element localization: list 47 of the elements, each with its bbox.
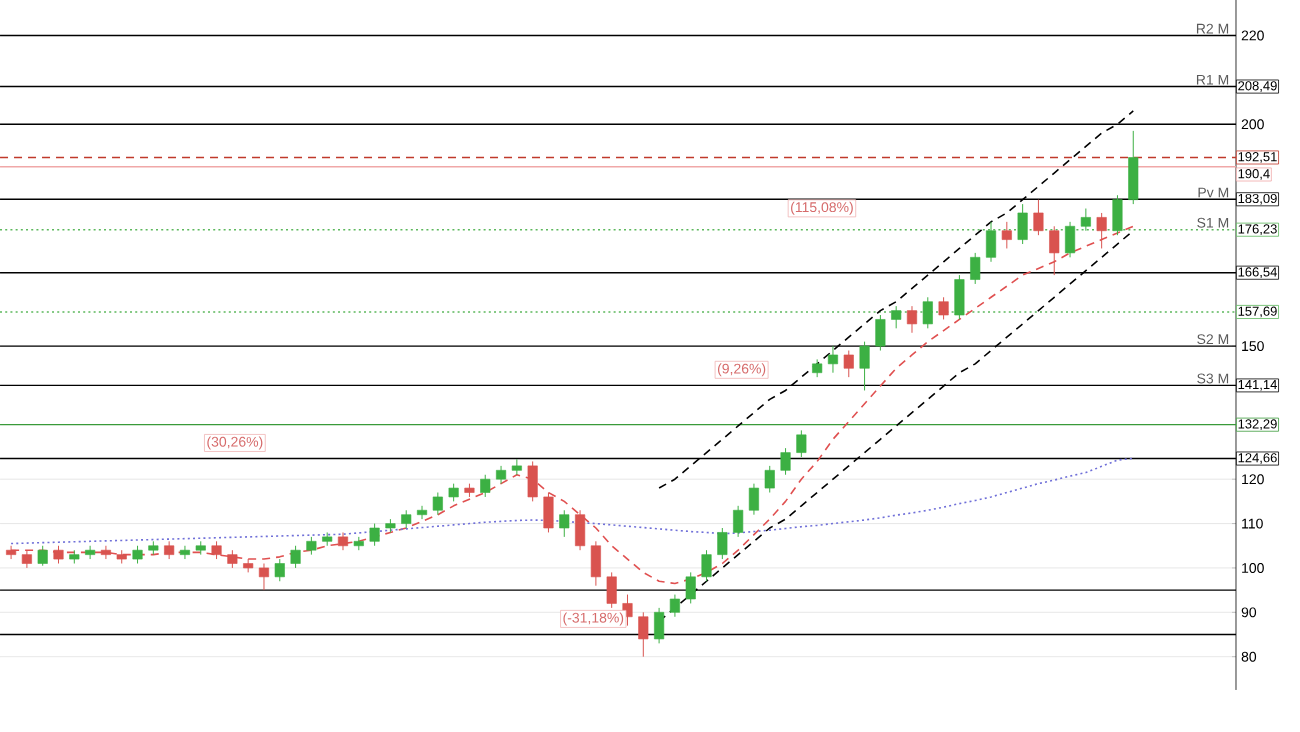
candlestick (432, 492, 443, 516)
candlestick (100, 545, 111, 560)
candlestick (985, 221, 997, 263)
candlestick (796, 429, 807, 458)
candlestick (511, 458, 522, 476)
candlestick (717, 527, 728, 560)
candlestick (906, 305, 918, 334)
candlestick (1017, 203, 1028, 245)
candlestick (274, 558, 285, 582)
candlestick (891, 305, 902, 329)
candlestick (37, 545, 48, 567)
candlestick (843, 350, 854, 378)
candlestick (1080, 208, 1091, 232)
candlestick (290, 545, 301, 569)
candlestick (1065, 221, 1076, 258)
candlestick (559, 509, 570, 538)
candlestick (1001, 221, 1012, 249)
candlestick (654, 607, 665, 644)
candlestick (1033, 199, 1044, 236)
candlestick (859, 341, 870, 391)
candlestick (1128, 130, 1139, 205)
candlestick (780, 447, 791, 476)
candlestick (748, 483, 759, 516)
candlestick (970, 252, 981, 285)
candlestick (85, 545, 96, 560)
candlestick (669, 594, 680, 618)
candlestick (922, 296, 933, 329)
candlestick (954, 274, 965, 320)
candlestick (575, 509, 586, 551)
candlestick (369, 523, 380, 547)
candlestick (606, 571, 617, 609)
candlestick (701, 549, 712, 582)
candlestick (733, 505, 744, 538)
candlestick (416, 505, 428, 520)
candlestick (827, 345, 838, 374)
candlestick (875, 314, 886, 352)
candlestick (179, 545, 190, 560)
candlestick (1112, 194, 1123, 236)
candlestick (590, 540, 601, 587)
candlestick (764, 465, 775, 494)
candlestick (638, 611, 649, 658)
candlestick (258, 563, 270, 591)
candlestick (480, 474, 491, 498)
candlestick (938, 296, 949, 320)
candlestick (527, 460, 538, 502)
candlestick (685, 571, 696, 604)
candlestick (543, 492, 554, 533)
